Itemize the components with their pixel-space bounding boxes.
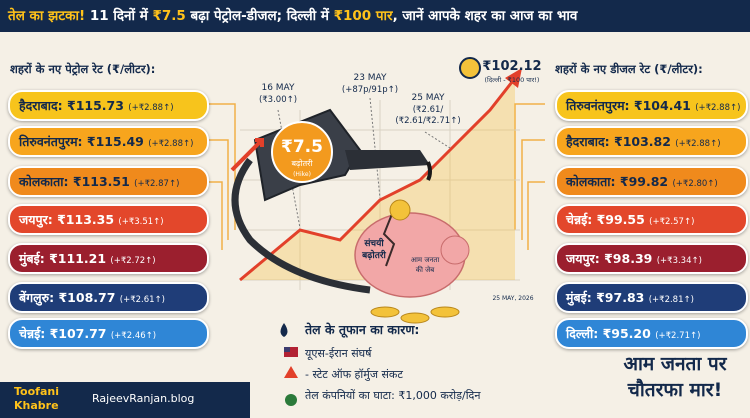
milestone-note: (₹2.61/₹2.71↑) [395,116,460,126]
reasons-heading: तेल के तूफान का कारण: [304,322,419,338]
rate-pill: जयपुर: ₹113.35 (+₹3.51↑) [8,204,209,235]
slogan: आम जनता पर चौतरफा मार! [600,350,750,402]
city: बेंगलुरु: [19,290,55,305]
rate-pill: चेन्नई: ₹99.55 (+₹2.57↑) [555,204,748,235]
pocket: की जेब [416,265,436,274]
price: ₹99.82 [619,174,669,189]
slogan-line: चौतरफा मार! [627,379,723,401]
city: दिल्ली: [566,326,599,341]
website[interactable]: RajeevRanjan.blog [92,392,195,405]
change: (+₹3.34↑) [656,256,702,266]
brand-line: Khabre [14,399,59,412]
title-part: तेल का झटका! [8,8,86,24]
city: जयपुर: [566,251,600,266]
change: (+₹2.46↑) [110,331,157,341]
price: ₹108.77 [58,290,116,305]
milestone-date: 16 MAY [261,83,295,93]
city: मुंबई: [566,290,592,305]
city: मुंबई: [19,251,45,266]
cumulative: बढ़ोतरी [361,249,386,261]
price: ₹97.83 [596,290,645,305]
title-part: ₹7.5 [152,8,186,24]
price: ₹113.35 [57,212,115,227]
peak-note: (दिल्ली - ₹100 पार!) [485,76,540,84]
city: तिरुवनंतपुरम: [566,98,630,113]
rate-pill: कोलकाता: ₹99.82 (+₹2.80↑) [555,166,748,197]
brand-line: Toofani [14,385,59,398]
change: (+₹2.81↑) [648,295,694,305]
title-part: बढ़ा पेट्रोल-डीजल; दिल्ली में [185,8,334,24]
price: ₹103.82 [614,134,671,149]
slogan-line: आम जनता पर [623,353,727,375]
price: ₹98.39 [604,251,653,266]
change: (+₹2.88↑) [128,103,174,113]
peak-price: ₹102.12 [482,59,541,74]
price: ₹111.21 [49,251,107,266]
milestone-note: (₹3.00↑) [259,95,297,105]
city: चेन्नई: [566,212,593,227]
rate-pill: तिरुवनंतपुरम: ₹104.41 (+₹2.88↑) [555,90,748,121]
reason: तेल कंपनियों का घाटा: ₹1,000 करोड़/दिन [305,389,481,402]
petrol-heading: शहरों के नए पेट्रोल रेट (₹/लीटर): [10,62,156,76]
change: (+₹2.57↑) [649,217,695,227]
footer: Toofani Khabre RajeevRanjan.blog [0,382,250,418]
date: 25 MAY, 2026 [492,295,533,302]
change: (+₹2.88↑) [675,139,721,149]
price: ₹115.49 [86,134,144,149]
city: हैदराबाद: [19,98,63,113]
change: (+₹3.51↑) [118,217,164,227]
price: ₹113.51 [72,174,130,189]
rate-pill: कोलकाता: ₹113.51 (+₹2.87↑) [8,166,209,197]
milestone-date: 25 MAY [411,93,445,103]
change: (+₹2.71↑) [655,331,701,341]
city: कोलकाता: [566,174,616,189]
change: (+₹2.61↑) [119,295,165,305]
city: हैदराबाद: [566,134,610,149]
rate-pill: मुंबई: ₹97.83 (+₹2.81↑) [555,282,748,313]
rate-pill: दिल्ली: ₹95.20 (+₹2.71↑) [555,318,748,349]
rate-pill: बेंगलुरु: ₹108.77 (+₹2.61↑) [8,282,209,313]
rate-pill: चेन्नई: ₹107.77 (+₹2.46↑) [8,318,209,349]
hike-amount: ₹7.5 [281,137,323,157]
title-part: , जानें आपके शहर का आज का भाव [392,8,578,24]
change: (+₹2.80↑) [672,179,718,189]
rate-pill: हैदराबाद: ₹115.73 (+₹2.88↑) [8,90,209,121]
change: (+₹2.88↑) [148,139,194,149]
rate-pill: जयपुर: ₹98.39 (+₹3.34↑) [555,243,748,274]
hike-english: (Hike) [293,171,311,178]
milestone-note: (+87p/91p↑) [342,85,398,95]
change: (+₹2.88↑) [695,103,741,113]
price: ₹107.77 [49,326,107,341]
change: (+₹2.72↑) [110,256,156,266]
rate-pill: मुंबई: ₹111.21 (+₹2.72↑) [8,243,209,274]
title-part: ₹100 पार [333,8,393,24]
city: जयपुर: [19,212,53,227]
milestone-date: 23 MAY [353,73,387,83]
reason: - स्टेट ऑफ हॉर्मुज संकट [305,368,403,381]
price: ₹115.73 [67,98,124,113]
rate-pill: हैदराबाद: ₹103.82 (+₹2.88↑) [555,126,748,157]
diesel-heading: शहरों के नए डीजल रेट (₹/लीटर): [555,62,703,76]
city: तिरुवनंतपुरम: [19,134,83,149]
rate-pill: तिरुवनंतपुरम: ₹115.49 (+₹2.88↑) [8,126,209,157]
price: ₹99.55 [596,212,645,227]
city: चेन्नई: [19,326,46,341]
title-bar: तेल का झटका! 11 दिनों में ₹7.5 बढ़ा पेट्… [0,0,750,32]
city: कोलकाता: [19,174,69,189]
title-part: 11 दिनों में [85,8,153,24]
reason: यूएस-ईरान संघर्ष [305,347,373,361]
price: ₹95.20 [602,326,651,341]
brand: Toofani Khabre [14,385,59,413]
pocket: आम जनता [411,256,440,264]
hike-label: बढ़ोतरी [291,158,313,168]
cumulative: संचयी [363,237,384,249]
price: ₹104.41 [633,98,691,113]
change: (+₹2.87↑) [134,179,180,189]
milestone-note: (₹2.61/ [413,105,444,115]
